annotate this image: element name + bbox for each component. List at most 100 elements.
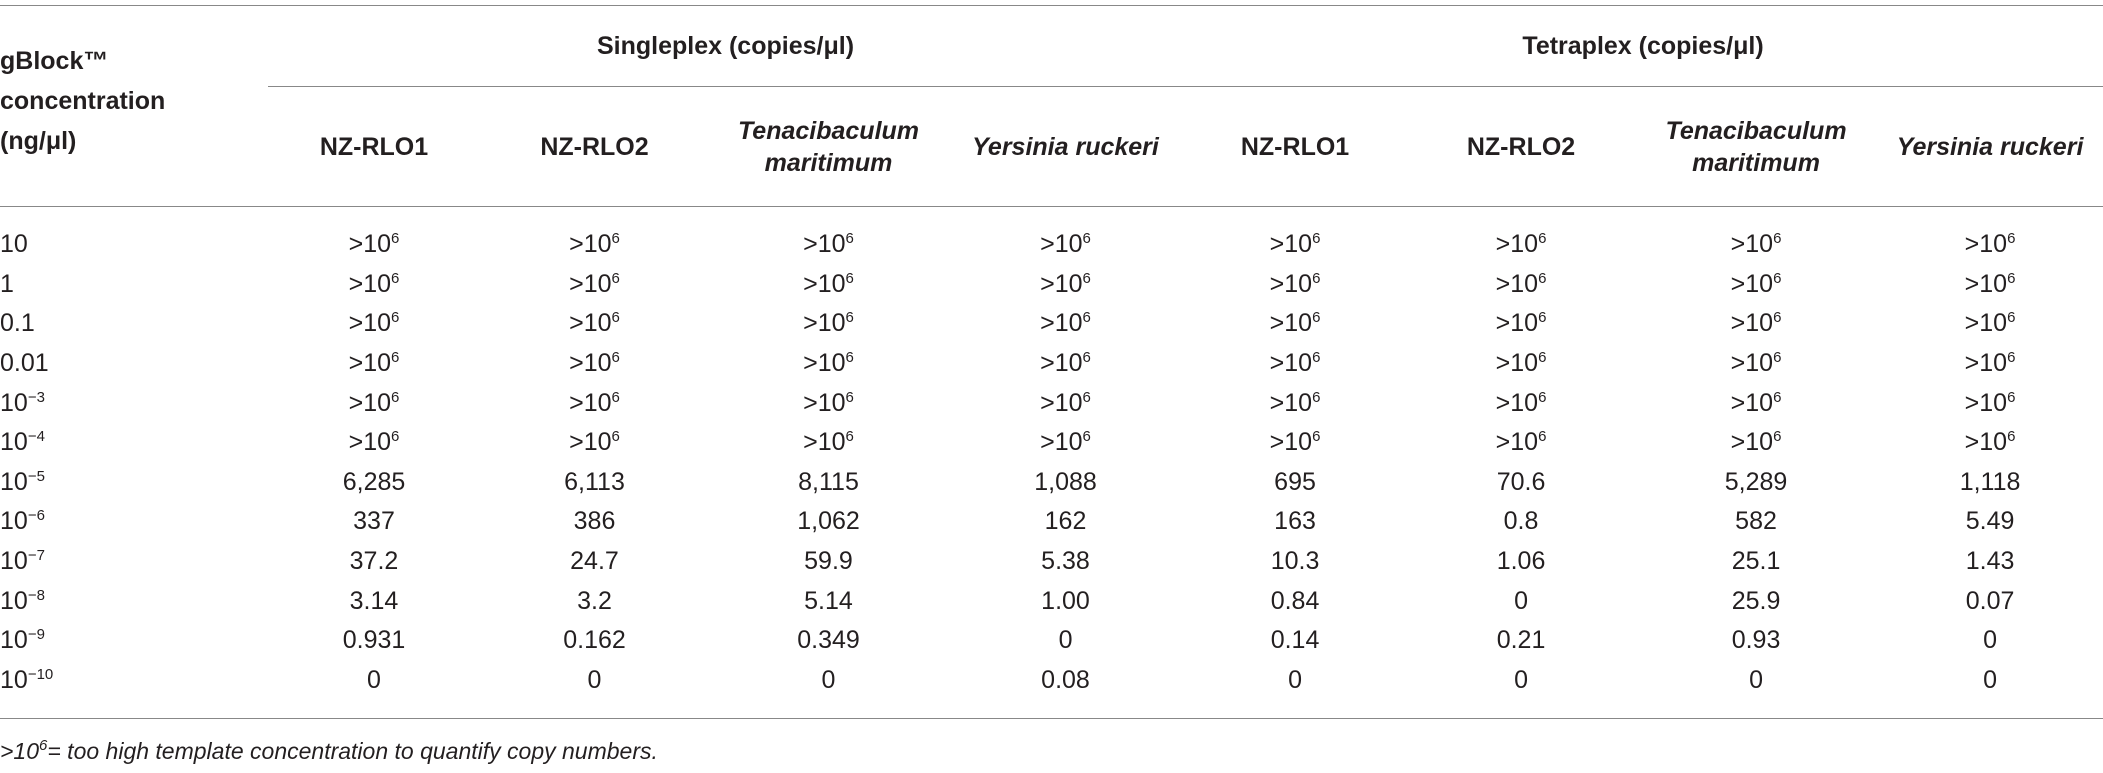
cell-base: 10 — [0, 428, 28, 457]
cell-base: >10 — [1040, 428, 1083, 457]
cell-base: >10 — [569, 230, 612, 259]
table-cell: >106 — [1635, 265, 1877, 305]
column-header: Tenacibaculum maritimum — [1635, 86, 1878, 207]
table-cell: >106 — [709, 207, 948, 265]
table-cell: >106 — [480, 304, 709, 344]
cell-base: 10 — [0, 467, 28, 496]
table-cell: 0.8 — [1503, 507, 1539, 536]
table-cell: >106 — [1183, 423, 1407, 463]
table-cell: >106 — [709, 383, 948, 423]
table-cell: 0.93 — [1731, 626, 1781, 655]
table-cell: >106 — [1635, 207, 1877, 265]
table-row: 10−4 >106 >106 >106 >106 >106 >106 >106 >106 — [0, 423, 2103, 463]
cell-sup: 6 — [1538, 230, 1547, 248]
footnote: >106= too high template concentration to… — [0, 738, 658, 765]
cell-sup: 6 — [1538, 349, 1547, 367]
cell-base: >10 — [803, 309, 846, 338]
table-cell: 0 — [480, 660, 709, 720]
table-body: 10 >106 >106 >106 >106 >106 >106 >106 >106 1 >106 >… — [0, 207, 2103, 720]
table-cell: >106 — [480, 383, 709, 423]
table-cell: 0 — [1514, 586, 1528, 615]
table-cell: >106 — [1635, 383, 1877, 423]
table-cell: 0.349 — [797, 626, 860, 655]
table-cell: 25.9 — [1731, 586, 1781, 615]
cell-sup: −7 — [27, 547, 45, 565]
table-cell: 5.49 — [1965, 507, 2015, 536]
table-cell: 1.06 — [1496, 547, 1546, 576]
cell-sup: 6 — [391, 349, 400, 367]
footnote-text: = too high template concentration to qua… — [47, 738, 658, 764]
cell-sup: 6 — [391, 428, 400, 446]
cell-base: >10 — [1269, 269, 1313, 298]
cell-base: >10 — [803, 269, 846, 298]
cell-base: >10 — [1730, 309, 1774, 338]
table-cell: 0.931 — [342, 626, 406, 655]
cell-base: >10 — [569, 309, 612, 338]
table-cell: >106 — [268, 304, 480, 344]
cell-base: 10 — [0, 626, 28, 655]
cell-sup: 6 — [845, 349, 854, 367]
table-cell: >106 — [1635, 304, 1877, 344]
table-cell: >106 — [1877, 344, 2103, 384]
cell-base: >10 — [1730, 349, 1774, 378]
table-cell: 5,289 — [1724, 467, 1788, 496]
table-cell: >106 — [1407, 304, 1635, 344]
cell-sup: 6 — [611, 309, 620, 327]
cell-sup: 6 — [1773, 388, 1782, 406]
cell-sup: 6 — [1312, 230, 1321, 248]
cell-base: >10 — [348, 230, 392, 259]
table-cell: >106 — [709, 304, 948, 344]
cell-base: >10 — [569, 349, 612, 378]
table-row: 10−8 3.14 3.2 5.14 1.00 0.84 0 25.9 0.07 — [0, 581, 2103, 621]
table-cell: >106 — [709, 344, 948, 384]
row-label: 10−7 — [0, 542, 268, 582]
cell-base: 10 — [0, 547, 28, 576]
table-cell: >106 — [268, 207, 480, 265]
column-header: NZ-RLO1 — [268, 86, 480, 207]
table-head: gBlock™ concentration (ng/μl) Singleplex… — [0, 5, 2103, 207]
table-cell: >106 — [948, 423, 1183, 463]
table-cell: 0 — [1983, 626, 1997, 655]
cell-base: >10 — [1040, 230, 1083, 259]
cell-base: >10 — [803, 349, 846, 378]
table-cell: 0 — [1877, 660, 2103, 720]
row-label: 10−6 — [0, 502, 268, 542]
cell-base: >10 — [1040, 388, 1083, 417]
cell-base: >10 — [1730, 388, 1774, 417]
cell-sup: 6 — [1538, 269, 1547, 287]
table-cell: >106 — [268, 344, 480, 384]
table-cell: 10.3 — [1270, 547, 1320, 576]
row-label: 0.01 — [0, 349, 49, 378]
row-label: 10 — [0, 230, 28, 259]
cell-base: >10 — [348, 349, 392, 378]
cell-sup: 6 — [391, 309, 400, 327]
table-cell: >106 — [1183, 383, 1407, 423]
cell-base: >10 — [1495, 428, 1539, 457]
table-cell: >106 — [1877, 265, 2103, 305]
cell-sup: 6 — [1773, 428, 1782, 446]
cell-sup: 6 — [2007, 349, 2016, 367]
cell-sup: 6 — [1082, 269, 1091, 287]
row-label-header: gBlock™ concentration (ng/μl) — [0, 5, 268, 207]
cell-base: >10 — [569, 428, 612, 457]
cell-sup: 6 — [2007, 309, 2016, 327]
column-header-text: Yersinia ruckeri — [1896, 132, 2084, 161]
cell-base: >10 — [348, 309, 392, 338]
table-row: 10−7 37.2 24.7 59.9 5.38 10.3 1.06 25.1 1.43 — [0, 542, 2103, 582]
cell-base: >10 — [1964, 349, 2008, 378]
cell-sup: −6 — [27, 507, 45, 525]
row-label-text: gBlock™ concentration (ng/μl) — [0, 47, 166, 155]
table-cell: >106 — [1183, 207, 1407, 265]
cell-base: 10 — [0, 388, 28, 417]
row-label: 10−3 — [0, 383, 268, 423]
table-row: 10−9 0.931 0.162 0.349 0 0.14 0.21 0.93 0 — [0, 621, 2103, 661]
cell-sup: 6 — [1538, 388, 1547, 406]
cell-base: >10 — [569, 388, 612, 417]
table-cell: 0.14 — [1270, 626, 1320, 655]
cell-base: >10 — [1730, 230, 1774, 259]
cell-base: >10 — [1495, 388, 1539, 417]
cell-sup: 6 — [611, 388, 620, 406]
table-row: 1 >106 >106 >106 >106 >106 >106 >106 >106 — [0, 265, 2103, 305]
footnote-base: >10 — [0, 738, 40, 764]
table-cell: 162 — [1044, 507, 1087, 536]
